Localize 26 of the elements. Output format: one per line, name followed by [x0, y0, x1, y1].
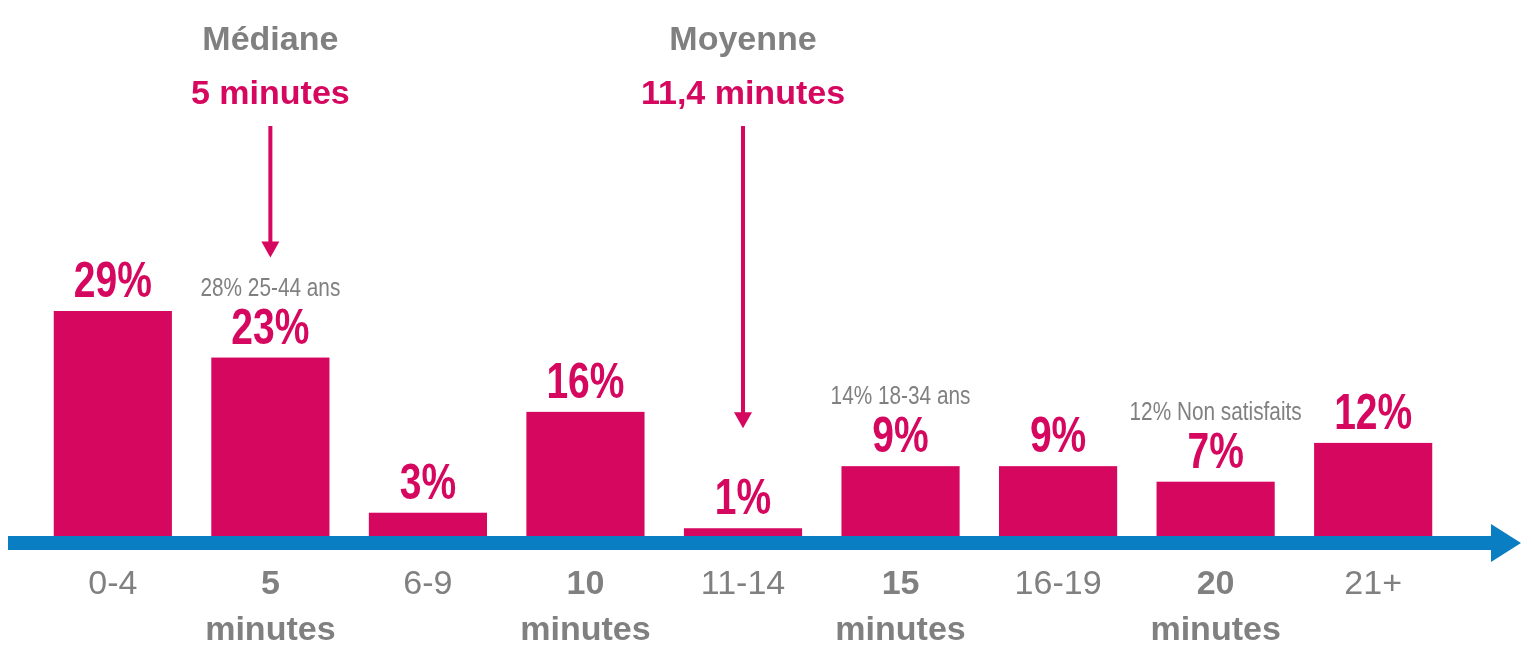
- x-tick-label: 6-9: [403, 563, 453, 601]
- data-label: 3%: [399, 453, 457, 510]
- data-label: 29%: [73, 251, 152, 309]
- bar: [1156, 481, 1275, 536]
- bar: [211, 357, 330, 536]
- data-label: 1%: [714, 468, 772, 526]
- bar: [53, 311, 172, 536]
- data-label: 16%: [546, 352, 625, 410]
- text: Moyenne 11,4 minutes: [640, 19, 846, 111]
- bar: [841, 466, 960, 536]
- x-tick-label: 21+: [1344, 563, 1403, 601]
- x-tick-label: 0-4: [88, 563, 138, 601]
- bar: [526, 411, 645, 536]
- x-tick-label: 15 minutes: [835, 563, 966, 647]
- x-tick-label: 20 minutes: [1150, 563, 1281, 647]
- data-label: 12%: [1334, 383, 1413, 441]
- x-tick-label: 10 minutes: [520, 563, 651, 647]
- bar: [999, 466, 1118, 536]
- text: Médiane 5 minutes: [191, 19, 350, 111]
- data-label: 9%: [1029, 406, 1087, 464]
- bar: [1314, 442, 1433, 536]
- x-tick-label: 5 minutes: [205, 563, 336, 647]
- x-tick-label: 16-19: [1014, 563, 1102, 601]
- bar: [368, 512, 487, 536]
- x-tick-label: 11-14: [700, 563, 786, 601]
- bar: [683, 528, 803, 536]
